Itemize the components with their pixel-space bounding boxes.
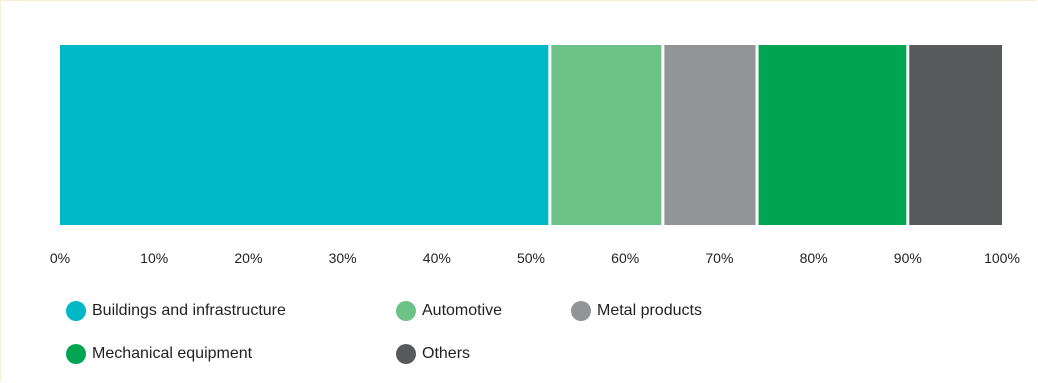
bar-segment-others bbox=[909, 45, 1002, 225]
legend-label-metal-products: Metal products bbox=[597, 302, 702, 319]
bar-segment-metal-products bbox=[664, 45, 756, 225]
x-tick-label: 20% bbox=[234, 250, 262, 266]
x-tick-label: 50% bbox=[517, 250, 545, 266]
legend-item-automotive: Automotive bbox=[396, 299, 502, 323]
x-axis-ticks: 0% 10% 20% 30% 40% 50% 60% 70% 80% 90% 100% bbox=[50, 250, 1020, 266]
legend-swatch-metal-products bbox=[571, 301, 591, 321]
legend-item-mechanical-equipment: Mechanical equipment bbox=[66, 342, 252, 366]
legend-swatch-mechanical-equipment bbox=[66, 344, 86, 364]
x-tick-label: 70% bbox=[705, 250, 733, 266]
x-tick-label: 100% bbox=[984, 250, 1020, 266]
legend-item-metal-products: Metal products bbox=[571, 299, 702, 323]
x-tick-label: 10% bbox=[140, 250, 168, 266]
legend-swatch-buildings bbox=[66, 301, 86, 321]
legend-label-buildings: Buildings and infrastructure bbox=[92, 302, 286, 319]
legend-item-buildings: Buildings and infrastructure bbox=[66, 299, 286, 323]
legend-swatch-others bbox=[396, 344, 416, 364]
bar-segment-mechanical-equipment bbox=[758, 45, 907, 225]
x-tick-label: 30% bbox=[329, 250, 357, 266]
bar-segment-buildings-and-infrastructure bbox=[60, 45, 549, 225]
legend-swatch-automotive bbox=[396, 301, 416, 321]
x-tick-label: 60% bbox=[611, 250, 639, 266]
legend-label-mechanical-equipment: Mechanical equipment bbox=[92, 345, 253, 362]
bar-segments bbox=[60, 45, 1002, 225]
x-tick-label: 80% bbox=[800, 250, 828, 266]
legend-label-others: Others bbox=[422, 345, 471, 362]
legend-item-others: Others bbox=[396, 342, 470, 366]
bar-segment-automotive bbox=[551, 45, 662, 225]
x-tick-label: 40% bbox=[423, 250, 451, 266]
x-tick-label: 90% bbox=[894, 250, 922, 266]
x-tick-label: 0% bbox=[50, 250, 70, 266]
legend-label-automotive: Automotive bbox=[422, 302, 503, 319]
